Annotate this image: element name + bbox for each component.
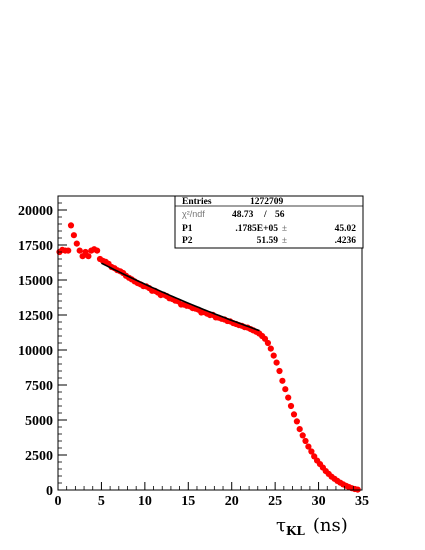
x-axis-label: τKL (ns): [276, 515, 348, 538]
y-tick-label: 10000: [18, 344, 53, 359]
x-tick-label: 5: [98, 494, 105, 509]
data-point: [273, 359, 280, 366]
y-tick-label: 20000: [18, 204, 53, 219]
y-tick-label: 0: [46, 484, 53, 499]
data-point: [279, 377, 286, 384]
data-point: [85, 253, 92, 260]
x-tick-label: 35: [355, 494, 369, 509]
data-point: [293, 418, 300, 425]
x-tick-label: 15: [181, 494, 195, 509]
data-point: [76, 247, 83, 254]
data-point: [308, 448, 315, 455]
stats-ndf-value: 56: [275, 210, 285, 220]
y-tick-label: 2500: [25, 449, 53, 464]
x-tick-label: 0: [55, 494, 62, 509]
data-point: [70, 232, 77, 239]
stats-p2-label: P2: [182, 236, 193, 246]
x-axis-label-symbol: τ: [276, 515, 286, 536]
data-point: [94, 247, 101, 254]
stats-p2-value: 51.59: [257, 236, 279, 246]
data-point: [290, 411, 298, 418]
stats-entries-label: Entries: [182, 197, 212, 207]
data-point: [299, 432, 306, 439]
stats-chi2-label: χ²/ndf: [182, 209, 205, 219]
stats-chi2-sep: /: [263, 210, 267, 220]
y-tick-label: 15000: [18, 274, 53, 289]
data-point: [285, 394, 292, 401]
y-tick-label: 17500: [18, 239, 53, 254]
stats-p1-value: .1785E+05: [235, 224, 278, 234]
y-tick-label: 5000: [25, 414, 53, 429]
stats-entries-value: 1272709: [250, 197, 284, 207]
data-point: [65, 247, 72, 254]
data-points: [56, 222, 361, 493]
y-axis: 0 2500 5000 7500 10000 12500 15000 17500 20000: [18, 195, 67, 499]
x-tick-label: 25: [268, 494, 282, 509]
stats-p1-pm: ±: [282, 223, 287, 233]
data-point: [67, 222, 75, 229]
data-point: [276, 367, 283, 375]
x-tick-label: 20: [225, 494, 239, 509]
data-point: [264, 339, 271, 347]
stats-p1-label: P1: [182, 224, 193, 234]
x-tick-label: 10: [138, 494, 152, 509]
stats-p2-pm: ±: [282, 235, 287, 245]
stats-chi2-value: 48.73: [232, 210, 254, 220]
data-point: [73, 240, 80, 247]
data-point: [267, 345, 274, 352]
data-point: [305, 443, 312, 450]
stats-box: Entries 1272709 χ²/ndf 48.73 / 56 P1 .17…: [174, 195, 364, 249]
y-tick-label: 12500: [18, 309, 53, 324]
data-point: [282, 386, 289, 393]
fit-curve: [101, 262, 260, 332]
data-point: [270, 352, 277, 359]
x-tick-label: 30: [312, 494, 326, 509]
x-axis: 0 5 10 15 20 25 30 35: [55, 482, 369, 509]
data-point: [302, 437, 309, 445]
stats-p1-error: 45.02: [335, 224, 357, 234]
x-axis-label-subscript: KL: [286, 524, 305, 538]
stats-p2-error: .4236: [335, 236, 357, 246]
data-point: [296, 426, 303, 433]
y-tick-label: 7500: [25, 379, 53, 394]
data-point: [287, 402, 295, 410]
x-axis-label-unit: (ns): [313, 515, 348, 536]
